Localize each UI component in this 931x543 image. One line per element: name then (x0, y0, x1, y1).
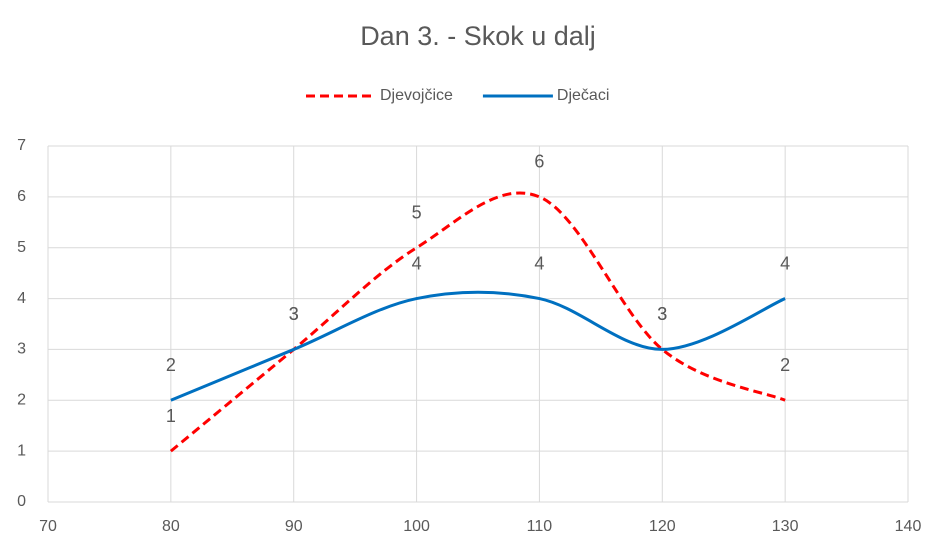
x-tick-label: 140 (895, 518, 922, 535)
y-tick-label: 6 (17, 188, 26, 205)
data-label: 2 (780, 355, 790, 375)
y-tick-label: 2 (17, 392, 26, 409)
y-tick-label: 7 (17, 137, 26, 154)
x-tick-label: 80 (162, 518, 180, 535)
data-label: 5 (412, 202, 422, 222)
data-label: 3 (657, 304, 667, 324)
data-label: 1 (166, 406, 176, 426)
data-label: 6 (534, 152, 544, 172)
x-tick-label: 100 (403, 518, 430, 535)
x-tick-label: 90 (285, 518, 303, 535)
data-label: 3 (289, 304, 299, 324)
series-line (170, 290, 786, 402)
x-tick-label: 130 (772, 518, 799, 535)
data-label: 4 (534, 253, 544, 273)
y-tick-label: 1 (17, 442, 26, 459)
y-tick-label: 4 (17, 290, 26, 307)
x-tick-label: 120 (649, 518, 676, 535)
x-tick-label: 70 (39, 518, 57, 535)
legend-label: Dječaci (557, 87, 609, 104)
x-tick-label: 110 (527, 518, 553, 535)
data-label: 3 (657, 304, 667, 324)
y-tick-label: 5 (17, 239, 26, 256)
y-tick-label: 0 (17, 493, 26, 510)
data-label: 2 (166, 355, 176, 375)
data-label: 4 (412, 253, 422, 273)
data-label: 3 (289, 304, 299, 324)
legend-label: Djevojčice (380, 87, 453, 104)
series-line (169, 191, 786, 453)
data-label: 4 (780, 253, 790, 273)
y-tick-label: 3 (17, 341, 26, 358)
chart-title: Dan 3. - Skok u dalj (360, 21, 596, 51)
